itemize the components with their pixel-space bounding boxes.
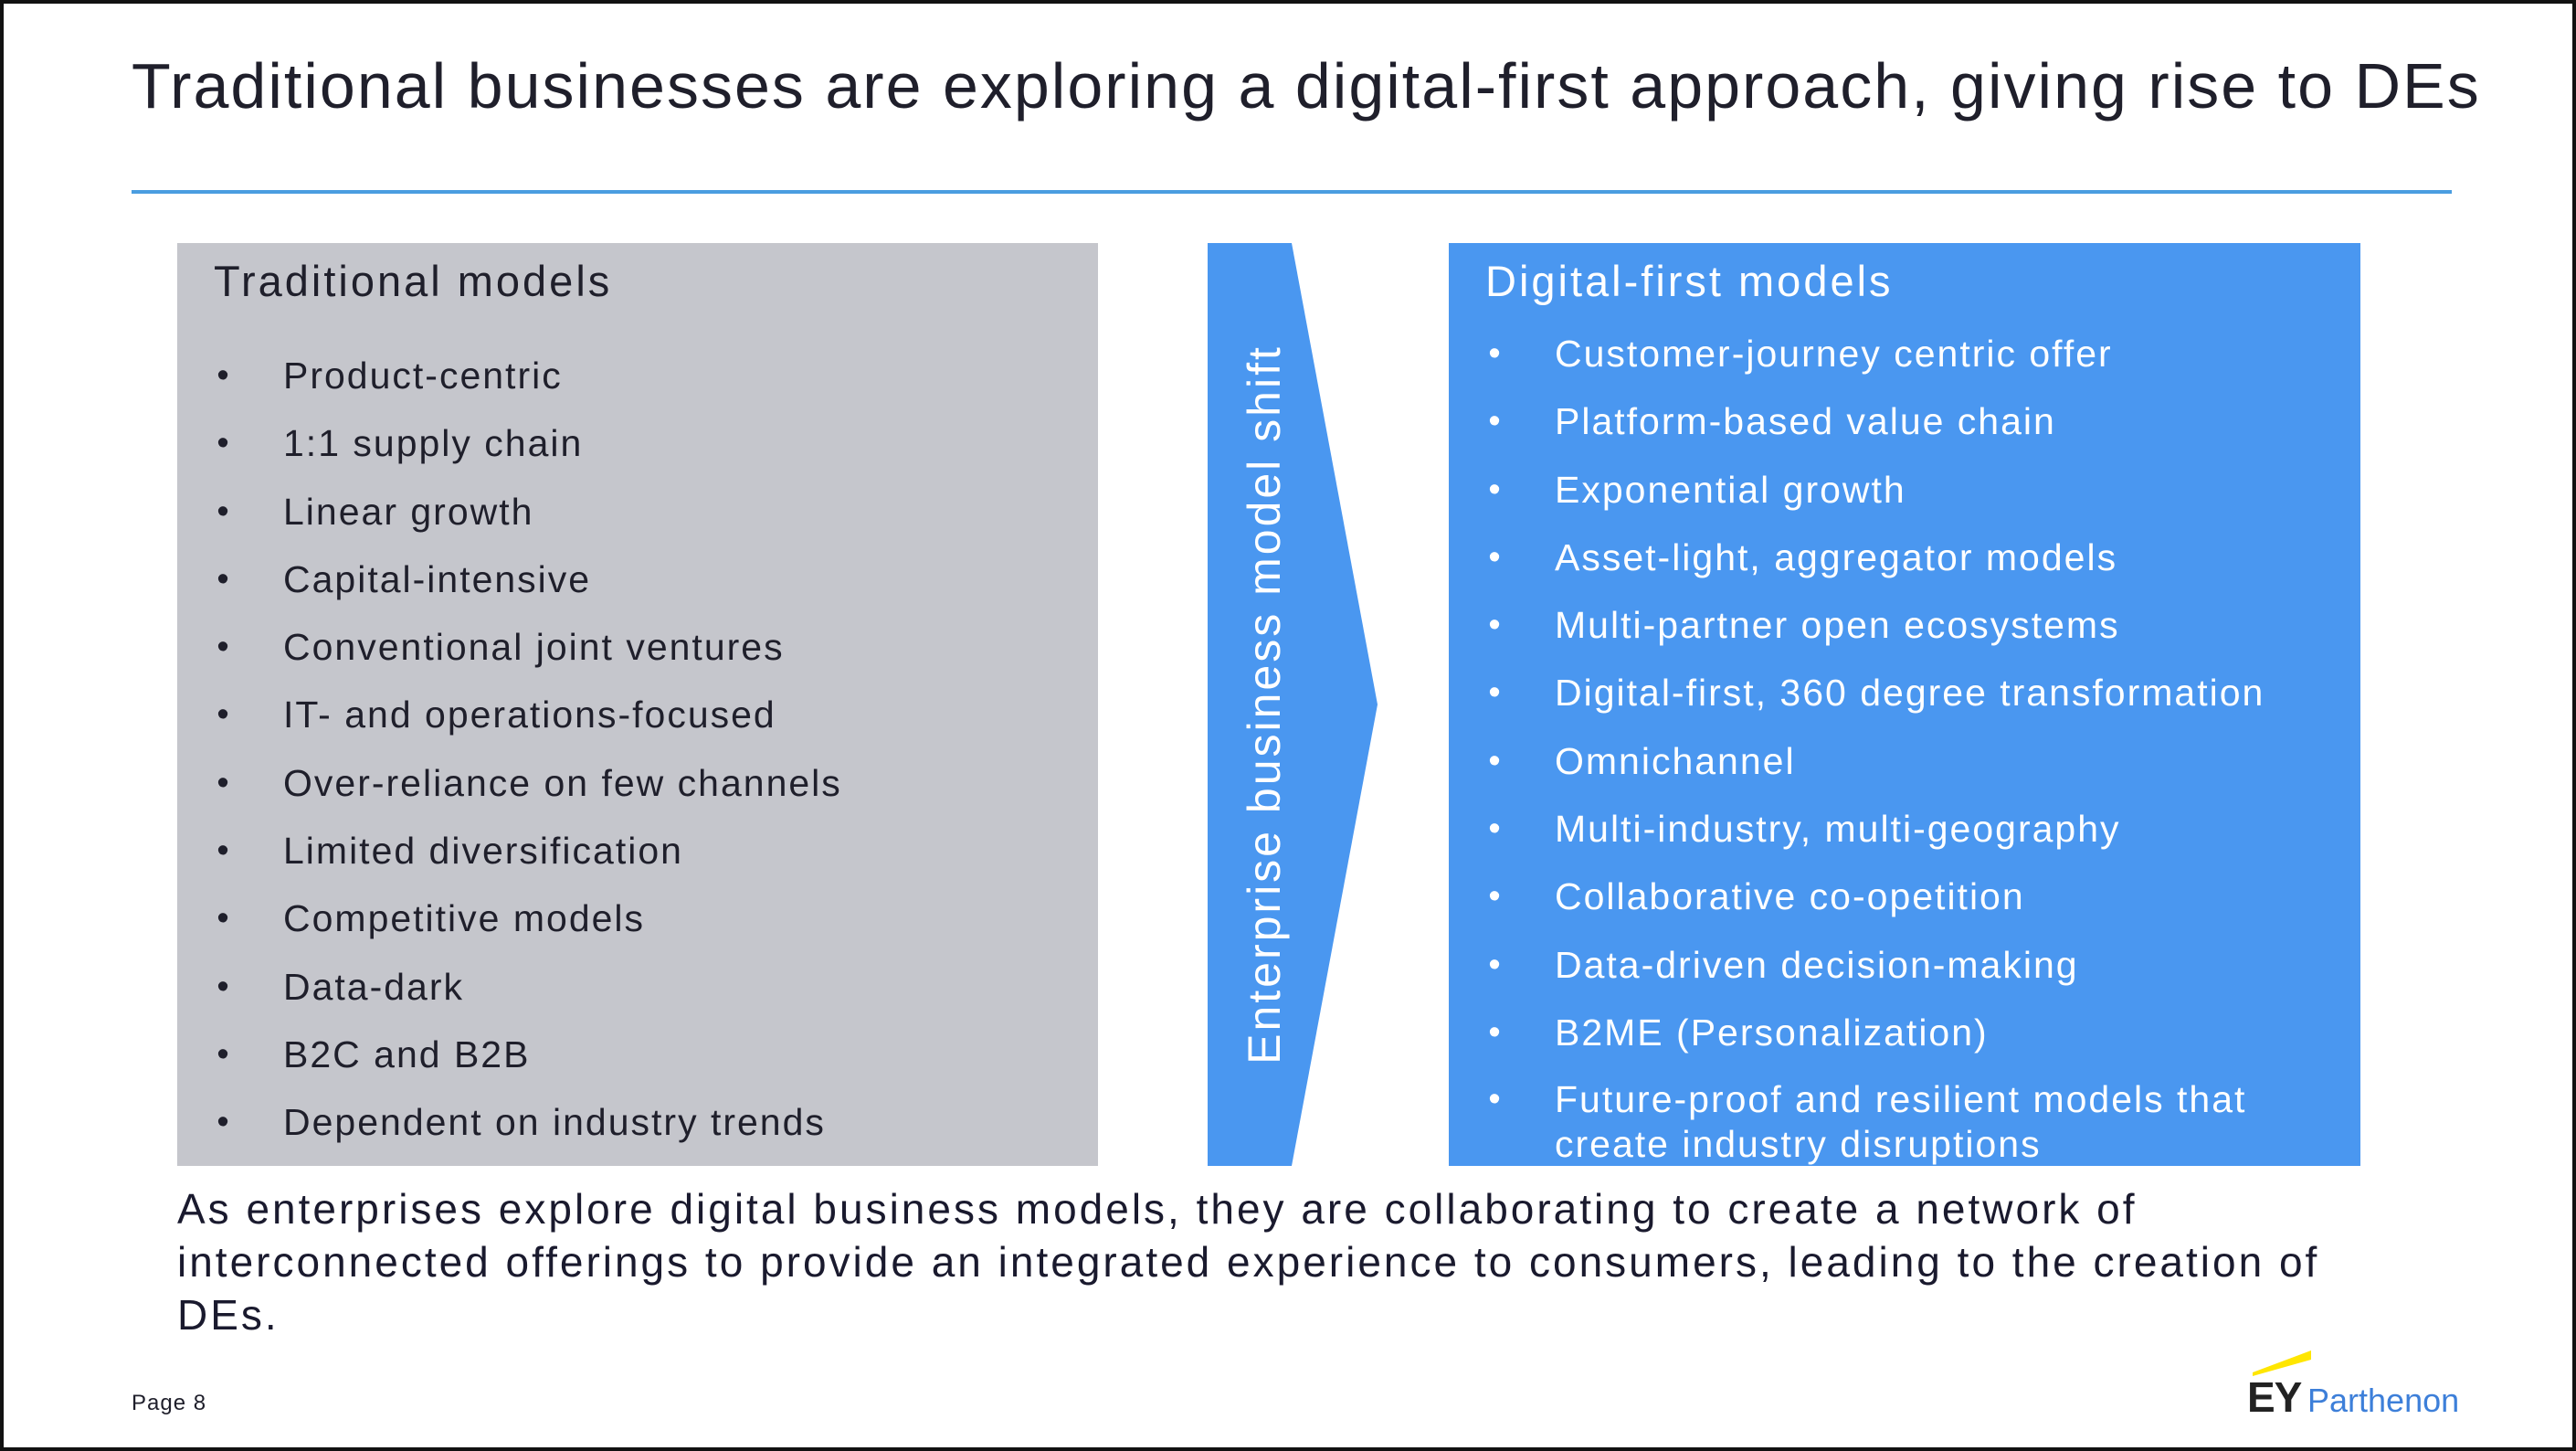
traditional-model-item-label: Linear growth (283, 490, 534, 533)
bullet-icon: • (216, 695, 231, 735)
digital-model-item-label: Customer-journey centric offer (1555, 333, 2113, 375)
digital-model-item: • Customer-journey centric offer (1480, 320, 2304, 387)
traditional-model-item: • B2C and B2B (208, 1021, 842, 1088)
traditional-model-item-label: Data-dark (283, 965, 465, 1008)
traditional-model-item: • Conventional joint ventures (208, 613, 842, 681)
traditional-model-item: • Capital-intensive (208, 545, 842, 613)
digital-model-item-label: Data-driven decision-making (1555, 943, 2079, 986)
bullet-icon: • (216, 831, 231, 871)
traditional-model-item: • 1:1 supply chain (208, 409, 842, 477)
bullet-icon: • (216, 1103, 231, 1142)
digital-model-item-label: Future-proof and resilient models that c… (1555, 1078, 2247, 1166)
page-number: Page 8 (132, 1391, 207, 1415)
bullet-icon: • (216, 1034, 231, 1074)
bullet-icon: • (1488, 334, 1503, 373)
digital-first-models-panel: Digital-first models • Customer-journey c… (1449, 243, 2360, 1166)
bullet-icon: • (216, 356, 231, 395)
digital-model-item-label: Collaborative co-opetition (1555, 875, 2025, 918)
traditional-model-item-label: Competitive models (283, 897, 646, 940)
digital-model-item: • Multi-partner open ecosystems (1480, 591, 2304, 659)
digital-model-item: • Exponential growth (1480, 456, 2304, 524)
digital-model-item: • Omnichannel (1480, 727, 2304, 795)
digital-model-item-label: Asset-light, aggregator models (1555, 535, 2118, 578)
digital-first-models-heading: Digital-first models (1485, 257, 1894, 305)
traditional-model-item-label: 1:1 supply chain (283, 422, 584, 465)
traditional-model-item-label: IT- and operations-focused (283, 694, 776, 736)
bullet-icon: • (216, 899, 231, 938)
traditional-model-item: • Product-centric (208, 342, 842, 409)
digital-model-item-label: Multi-partner open ecosystems (1555, 604, 2120, 647)
bullet-icon: • (1488, 1080, 1503, 1119)
traditional-model-item-label: B2C and B2B (283, 1033, 531, 1075)
traditional-model-item: • Competitive models (208, 884, 842, 952)
bullet-icon: • (216, 628, 231, 667)
digital-model-item: • Collaborative co-opetition (1480, 863, 2304, 930)
digital-model-item: • Data-driven decision-making (1480, 931, 2304, 999)
bullet-icon: • (1488, 1012, 1503, 1052)
traditional-model-item: • IT- and operations-focused (208, 681, 842, 748)
digital-model-item-label: B2ME (Personalization) (1555, 1011, 1989, 1054)
traditional-model-item-label: Conventional joint ventures (283, 626, 785, 669)
digital-first-models-list: • Customer-journey centric offer • Platform… (1480, 320, 2304, 1167)
digital-model-item: • Multi-industry, multi-geography (1480, 795, 2304, 863)
bullet-icon: • (216, 763, 231, 802)
traditional-model-item: • Data-dark (208, 953, 842, 1021)
digital-model-item-label: Exponential growth (1555, 468, 1906, 511)
traditional-model-item-label: Over-reliance on few channels (283, 761, 842, 804)
logo-mark: EY (2247, 1373, 2302, 1421)
digital-model-item-label: Digital-first, 360 degree transformation (1555, 672, 2265, 715)
bullet-icon: • (1488, 673, 1503, 713)
digital-model-item: • B2ME (Personalization) (1480, 999, 2304, 1066)
traditional-models-list: • Product-centric • 1:1 supply chain • Linear… (208, 342, 842, 1157)
digital-model-item-label: Omnichannel (1555, 739, 1796, 782)
bullet-icon: • (216, 967, 231, 1006)
digital-model-item-label: Platform-based value chain (1555, 400, 2056, 443)
digital-model-item: • Future-proof and resilient models that … (1480, 1066, 2304, 1167)
traditional-model-item: • Limited diversification (208, 817, 842, 884)
digital-model-item-label: Multi-industry, multi-geography (1555, 808, 2121, 851)
digital-model-item: • Asset-light, aggregator models (1480, 524, 2304, 591)
logo-name: Parthenon (2307, 1382, 2460, 1419)
bullet-icon: • (1488, 741, 1503, 780)
traditional-model-item-label: Limited diversification (283, 830, 683, 873)
bullet-icon: • (1488, 877, 1503, 916)
bullet-icon: • (1488, 945, 1503, 984)
traditional-model-item: • Over-reliance on few channels (208, 749, 842, 817)
shift-label: Enterprise business model shift (1239, 344, 1290, 1064)
bullet-icon: • (216, 492, 231, 531)
summary-text: As enterprises explore digital business … (177, 1185, 2320, 1339)
traditional-model-item: • Linear growth (208, 478, 842, 545)
digital-model-item: • Digital-first, 360 degree transformatio… (1480, 659, 2304, 726)
traditional-model-item-label: Product-centric (283, 355, 563, 397)
bullet-icon: • (1488, 537, 1503, 577)
traditional-model-item: • Dependent on industry trends (208, 1088, 842, 1156)
bullet-icon: • (1488, 606, 1503, 645)
traditional-models-heading: Traditional models (214, 257, 613, 305)
traditional-model-item-label: Capital-intensive (283, 557, 592, 600)
ey-parthenon-logo: EY Parthenon (2247, 1349, 2460, 1422)
bullet-icon: • (1488, 402, 1503, 441)
bullet-icon: • (216, 559, 231, 598)
bullet-icon: • (216, 424, 231, 463)
traditional-models-panel: Traditional models • Product-centric • 1:1 … (177, 243, 1098, 1166)
digital-model-item: • Platform-based value chain (1480, 387, 2304, 455)
bullet-icon: • (1488, 810, 1503, 849)
ey-beam-icon (2253, 1350, 2311, 1376)
bullet-icon: • (1488, 470, 1503, 509)
slide-title: Traditional businesses are exploring a d… (132, 50, 2481, 122)
title-divider (132, 190, 2452, 194)
shift-arrow-chevron (1208, 243, 1378, 1166)
traditional-model-item-label: Dependent on industry trends (283, 1101, 826, 1144)
